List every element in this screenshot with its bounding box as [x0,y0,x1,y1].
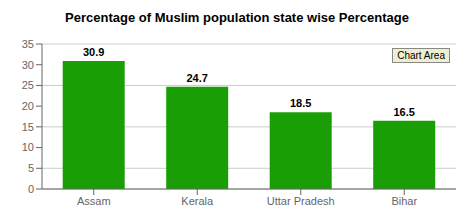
svg-text:Bihar: Bihar [391,195,417,207]
svg-text:24.7: 24.7 [186,72,207,84]
svg-text:Assam: Assam [77,195,111,207]
svg-text:35: 35 [22,38,34,50]
html-text:Chart Area: Chart Area [397,50,445,61]
svg-text:16.5: 16.5 [393,106,414,118]
svg-text:15: 15 [22,121,34,133]
svg-text:10: 10 [22,141,34,153]
svg-text:30.9: 30.9 [83,46,104,58]
svg-text:Kerala: Kerala [181,195,214,207]
svg-text:5: 5 [28,162,34,174]
svg-text:18.5: 18.5 [290,97,311,109]
svg-text:25: 25 [22,79,34,91]
svg-text:30: 30 [22,59,34,71]
svg-text:Uttar Pradesh: Uttar Pradesh [267,195,335,207]
svg-text:20: 20 [22,100,34,112]
svg-text:0: 0 [28,183,34,195]
html-text:Percentage of Muslim populatio: Percentage of Muslim population state wi… [65,10,409,25]
